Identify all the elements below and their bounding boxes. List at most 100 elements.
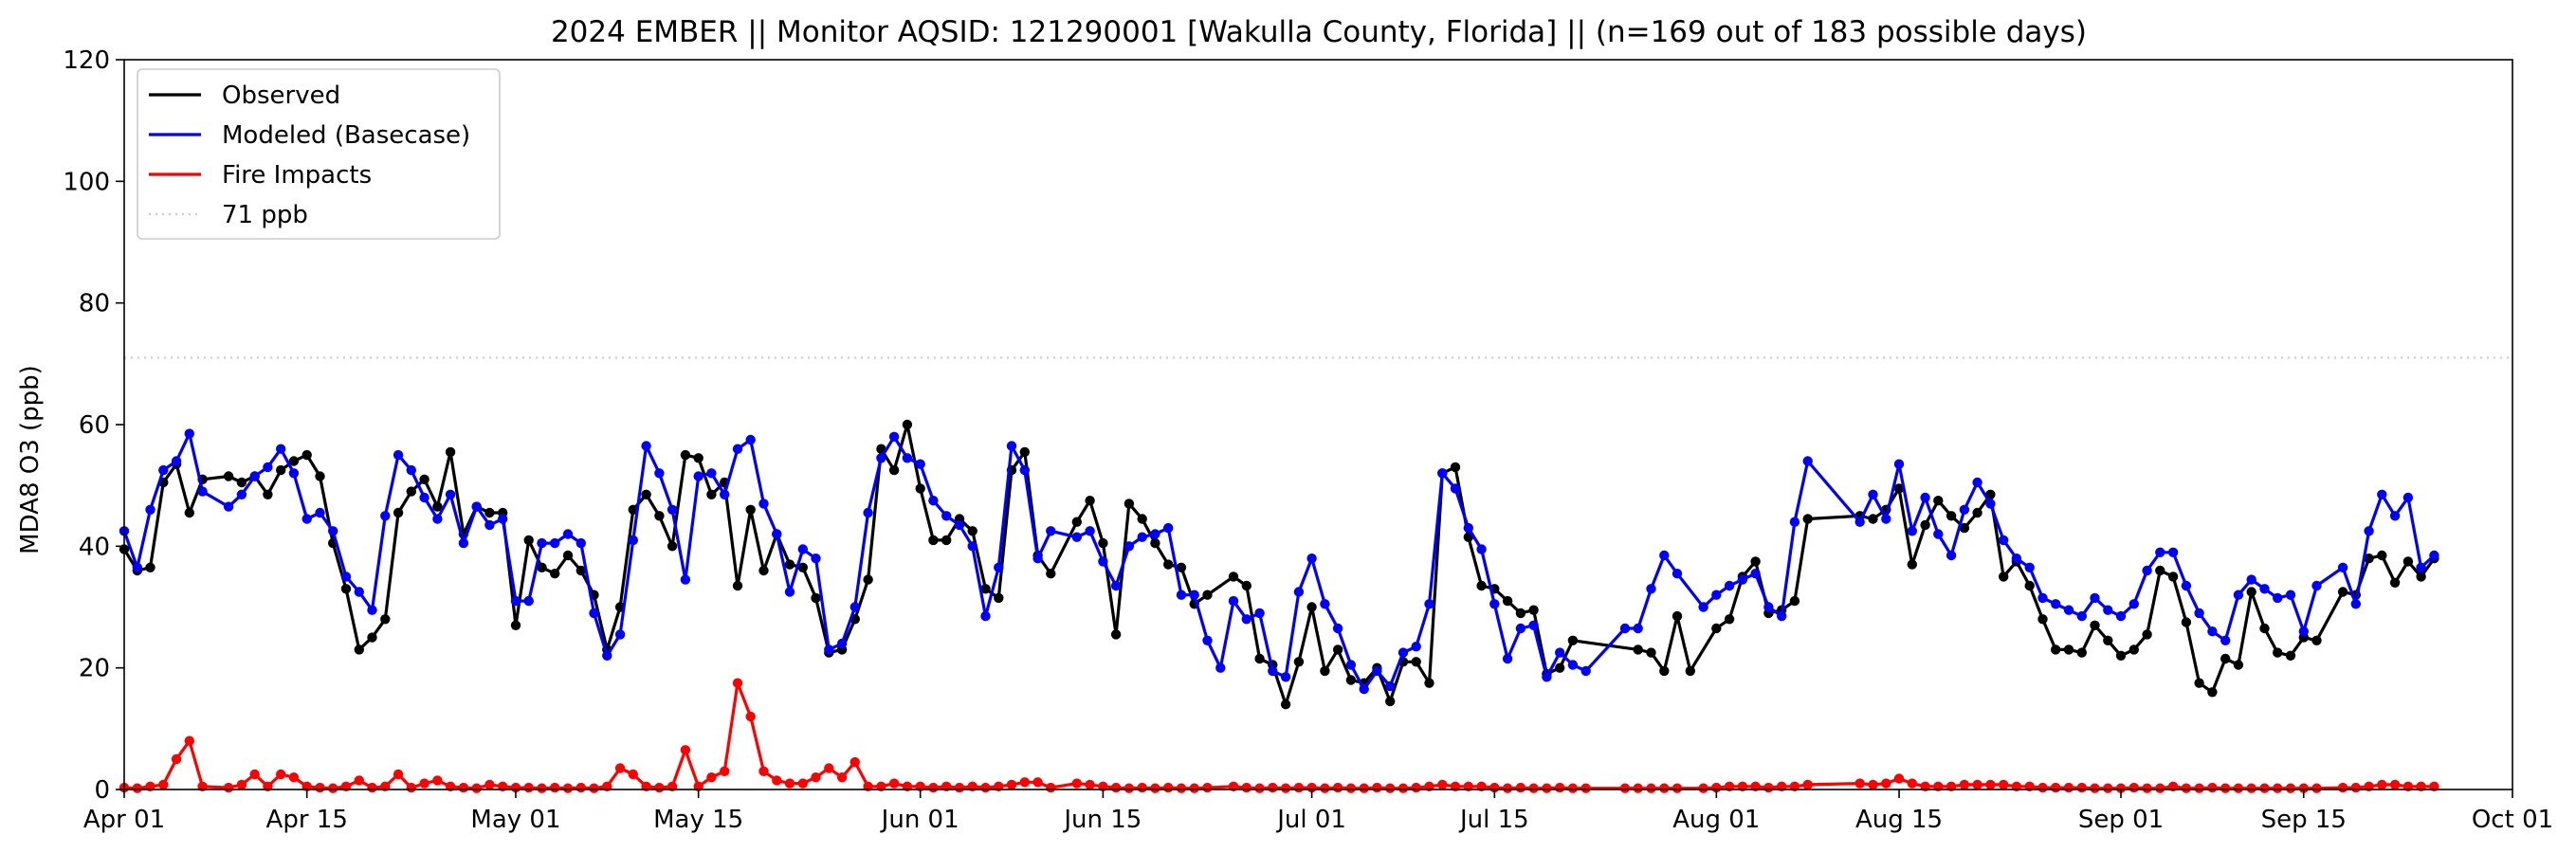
data-point [2128, 782, 2139, 793]
data-point [1868, 489, 1878, 499]
data-point [537, 537, 547, 549]
data-point [2142, 783, 2152, 793]
data-point [562, 783, 574, 793]
data-point [1085, 496, 1095, 506]
data-point [184, 428, 194, 439]
data-point [1881, 514, 1891, 524]
data-point [1580, 665, 1591, 677]
data-point [1999, 535, 2009, 546]
data-point [1137, 532, 1147, 542]
data-point [1268, 665, 1278, 677]
data-point [1893, 483, 1905, 494]
data-point [1854, 517, 1865, 527]
data-point [784, 587, 795, 597]
data-point [1398, 647, 1409, 658]
data-point [1528, 605, 1539, 615]
data-point [380, 511, 391, 521]
data-point [276, 444, 286, 454]
legend: Observed Modeled (Basecase) Fire Impacts 71… [137, 68, 501, 240]
data-point [1476, 580, 1487, 591]
x-tick-label: Jul 15 [1458, 806, 1529, 834]
data-point [2181, 580, 2192, 591]
data-point [2311, 635, 2322, 645]
data-point [758, 766, 769, 776]
data-point [2051, 644, 2061, 655]
data-point [1293, 657, 1305, 667]
data-point [2155, 547, 2165, 557]
data-point [432, 501, 443, 512]
data-point [2337, 562, 2348, 572]
data-point [550, 537, 560, 549]
data-point [419, 474, 429, 484]
data-point [1306, 554, 1317, 564]
data-point [888, 464, 900, 476]
data-point [1332, 623, 1343, 634]
data-point [1320, 665, 1330, 677]
data-point [354, 644, 364, 655]
data-point [523, 595, 534, 607]
data-point [562, 550, 574, 561]
data-point [184, 735, 194, 746]
data-point [2246, 783, 2256, 793]
data-point [706, 772, 717, 783]
data-point [380, 614, 391, 625]
data-point [1567, 783, 1579, 793]
series-line [122, 423, 2436, 706]
data-point [1176, 590, 1187, 600]
data-point [498, 514, 508, 524]
data-point [2090, 783, 2100, 793]
legend-label: Observed [222, 82, 340, 110]
data-point [484, 519, 495, 531]
data-point [1424, 599, 1434, 609]
data-point [811, 554, 821, 564]
data-point [1032, 554, 1043, 564]
data-point [2167, 547, 2179, 557]
data-point [732, 580, 743, 591]
data-point [2167, 572, 2179, 582]
data-point [784, 778, 795, 789]
data-point [1176, 562, 1187, 572]
data-point [1006, 441, 1017, 451]
data-point [967, 541, 977, 552]
data-point [628, 535, 638, 546]
data-point [1137, 514, 1147, 524]
data-point [836, 638, 848, 649]
data-point [419, 778, 429, 789]
data-point [1202, 635, 1213, 645]
series-line [122, 432, 2436, 691]
data-point [1163, 782, 1174, 793]
y-tick-label: 120 [63, 46, 110, 75]
data-point [1280, 699, 1291, 710]
data-point [523, 535, 534, 546]
data-point [824, 644, 834, 655]
data-point [2402, 556, 2414, 567]
data-point [1489, 599, 1500, 609]
data-point [1698, 602, 1708, 612]
data-point [1098, 556, 1108, 567]
data-point [223, 782, 234, 793]
data-point [1763, 782, 1774, 793]
data-point [1411, 642, 1421, 652]
data-point [824, 763, 834, 773]
data-point [236, 477, 247, 488]
data-point [1685, 665, 1696, 677]
data-point [2155, 565, 2165, 576]
data-point [1345, 675, 1357, 685]
y-tick-label: 20 [79, 655, 110, 683]
data-point [994, 562, 1004, 572]
data-point [1163, 522, 1174, 534]
data-point [249, 471, 260, 481]
x-tick-label: Aug 15 [1855, 806, 1943, 834]
data-point [2115, 650, 2127, 661]
data-point [2063, 605, 2074, 615]
data-point [1972, 477, 1982, 488]
data-point [2246, 587, 2256, 597]
data-point [589, 783, 599, 793]
data-point [1502, 653, 1513, 664]
data-point [2311, 783, 2322, 793]
legend-box [137, 68, 501, 240]
data-point [2246, 574, 2256, 585]
data-point [1789, 595, 1800, 607]
data-point [680, 449, 691, 461]
data-point [1320, 599, 1330, 609]
